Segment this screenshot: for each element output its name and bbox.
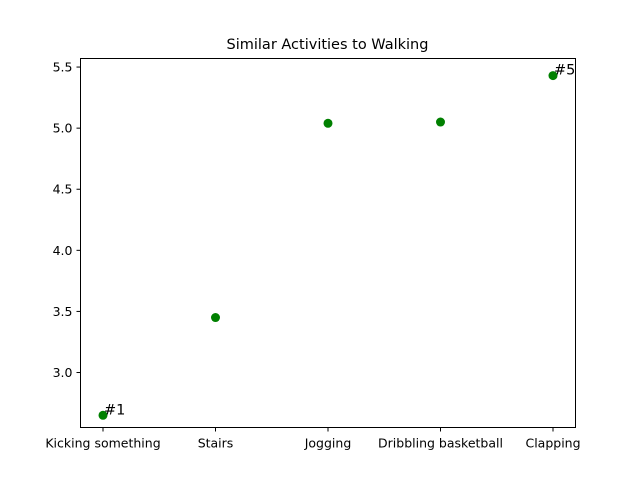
y-tick-label: 5.5 <box>53 60 73 75</box>
x-tick-label: Clapping <box>525 436 580 451</box>
data-point <box>98 410 108 420</box>
x-tick-label: Dribbling basketball <box>378 436 503 451</box>
y-tick-label: 3.5 <box>53 304 73 319</box>
y-tick-label: 5.0 <box>53 121 73 136</box>
data-point <box>436 117 445 127</box>
plot-area-frame <box>80 58 576 428</box>
data-point <box>211 313 220 323</box>
point-annotation: #5 <box>554 63 575 79</box>
x-tick-label: Jogging <box>304 436 352 451</box>
y-axis: 3.0 3.5 4.0 4.5 5.0 5.5 <box>53 60 81 380</box>
y-tick-label: 4.5 <box>53 182 73 197</box>
x-axis: Kicking something Stairs Jogging Dribbling … <box>45 427 581 451</box>
x-tick-label: Kicking something <box>45 436 160 451</box>
point-annotation: #1 <box>104 402 125 418</box>
data-points <box>98 71 558 420</box>
data-point <box>548 71 558 81</box>
x-tick-label: Stairs <box>198 436 234 451</box>
y-tick-label: 3.0 <box>53 365 73 380</box>
y-tick-label: 4.0 <box>53 243 73 258</box>
chart-title: Similar Activities to Walking <box>227 37 429 53</box>
point-annotations: #1 #5 <box>104 63 575 419</box>
data-point <box>323 118 333 128</box>
